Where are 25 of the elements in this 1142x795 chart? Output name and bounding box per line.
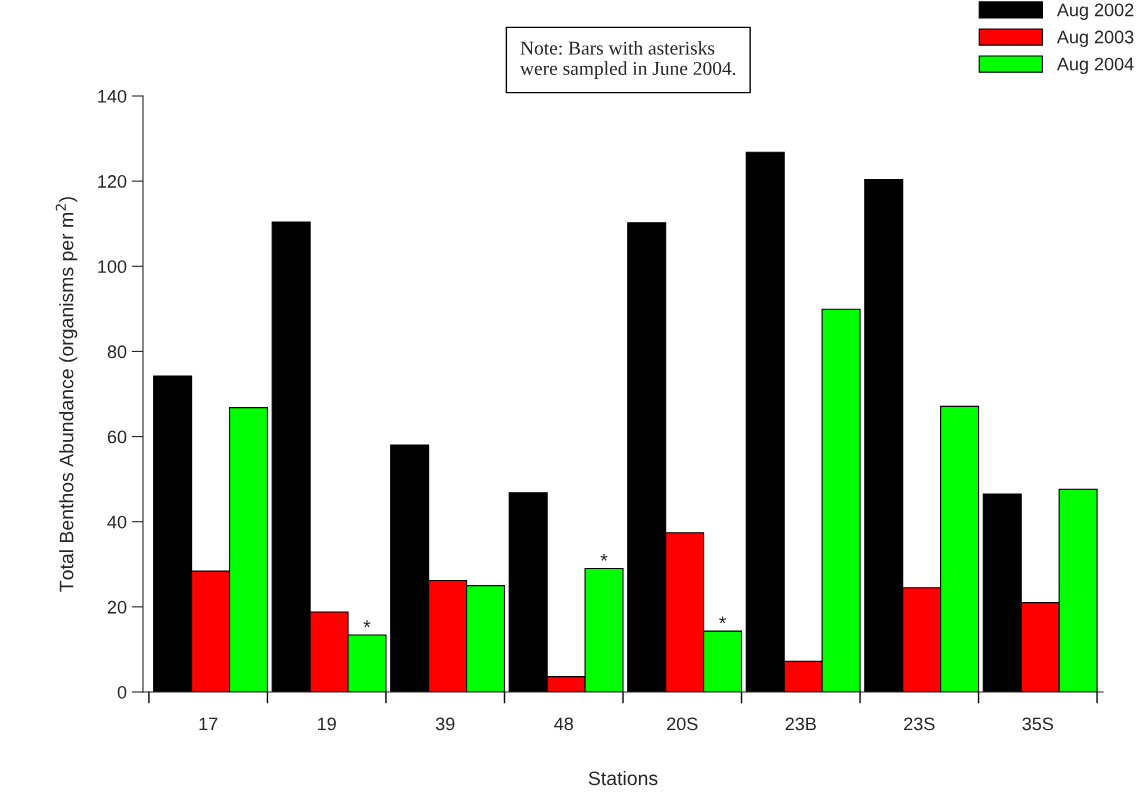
y-tick-label: 120 (98, 175, 127, 188)
y-tick-label: 140 (98, 89, 127, 103)
y-tick-label: 0 (117, 685, 127, 699)
legend-label: Aug 2004 (1056, 57, 1134, 74)
x-tick-label: 17 (199, 717, 218, 731)
text: Note: Bars with asterisks were sampled in June 2004. (520, 41, 736, 79)
x-axis-title: Stations (588, 770, 658, 786)
x-tick-label: 48 (554, 717, 573, 731)
x-tick-label: 39 (435, 717, 455, 731)
data-label: * (600, 553, 608, 561)
x-tick-label: 23S (904, 717, 935, 731)
y-tick-label: 80 (107, 345, 127, 359)
y-tick-label: 60 (107, 430, 127, 444)
x-tick-label: 23B (785, 717, 816, 731)
y-axis-title: Total Benthos Abundance (organisms per m$^{2}$) (55, 197, 78, 592)
x-tick-label: 35S (1022, 717, 1054, 731)
x-tick-label: 20S (667, 717, 698, 731)
legend-label: Aug 2003 (1056, 30, 1134, 47)
x-tick-label: 19 (318, 717, 336, 731)
y-tick-label: 40 (107, 515, 127, 529)
data-label: * (719, 616, 727, 624)
data-label: * (363, 620, 371, 628)
legend-label: Aug 2002 (1056, 3, 1134, 20)
y-tick-label: 100 (98, 260, 127, 274)
y-tick-label: 20 (107, 600, 127, 614)
